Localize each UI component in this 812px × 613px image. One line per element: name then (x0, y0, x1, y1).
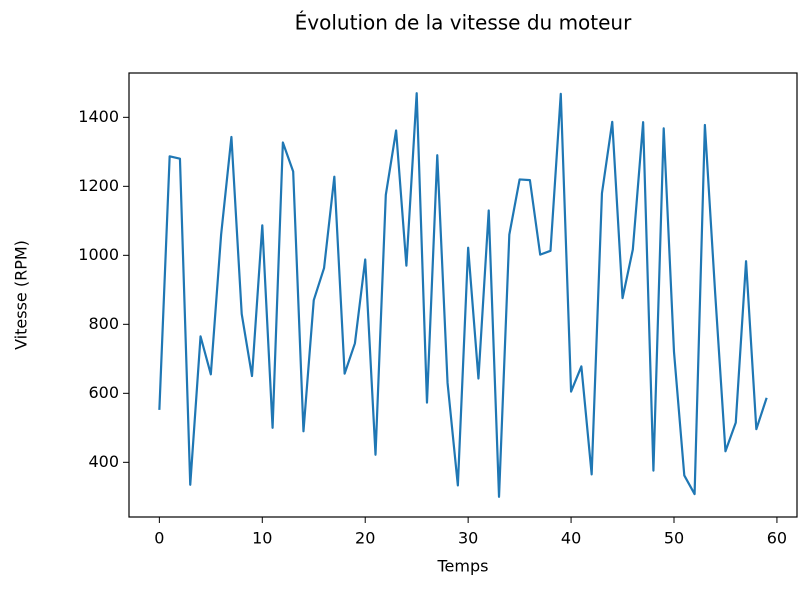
y-tick-label: 400 (88, 452, 119, 471)
y-tick-label: 600 (88, 383, 119, 402)
x-tick-label: 0 (154, 529, 164, 548)
chart-title: Évolution de la vitesse du moteur (295, 11, 632, 35)
y-tick-label: 1200 (78, 176, 119, 195)
y-tick-label: 1000 (78, 245, 119, 264)
x-tick-label: 10 (252, 529, 272, 548)
x-tick-label: 20 (355, 529, 375, 548)
x-tick-label: 60 (767, 529, 787, 548)
x-tick-label: 30 (458, 529, 478, 548)
x-tick-label: 50 (664, 529, 684, 548)
y-tick-label: 800 (88, 314, 119, 333)
plot-frame (128, 72, 798, 518)
y-axis-label: Vitesse (RPM) (12, 240, 31, 350)
line-series (158, 92, 768, 498)
x-axis-label: Temps (437, 557, 489, 576)
x-tick-label: 40 (561, 529, 581, 548)
y-tick-label: 1400 (78, 107, 119, 126)
